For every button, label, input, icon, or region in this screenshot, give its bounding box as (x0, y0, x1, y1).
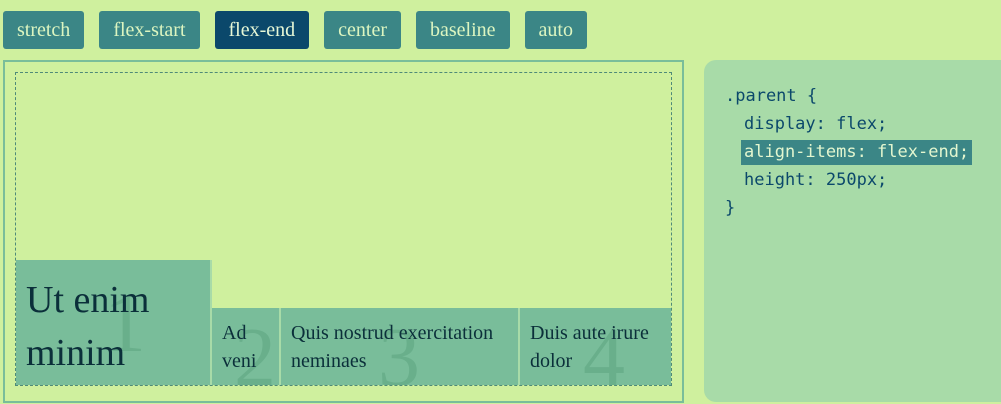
align-items-button-bar: stretch flex-start flex-end center basel… (3, 11, 587, 49)
item-number: 4 (583, 311, 625, 386)
item-number: 1 (104, 277, 146, 370)
baseline-button[interactable]: baseline (416, 11, 510, 49)
demo-container: 1 Ut enim minim 2 Ad veni 3 Quis nostrud… (3, 60, 684, 403)
code-close-brace: } (725, 198, 736, 218)
flex-start-button[interactable]: flex-start (99, 11, 200, 49)
flex-item-1: 1 Ut enim minim (16, 260, 212, 385)
code-align-items-line: align-items: flex-end; (725, 138, 1001, 166)
center-button[interactable]: center (324, 11, 401, 49)
auto-button[interactable]: auto (524, 11, 587, 49)
highlighted-property: align-items: flex-end; (741, 140, 973, 165)
code-selector: .parent { (725, 86, 818, 106)
flex-item-2: 2 Ad veni (212, 308, 281, 385)
item-text: Ad veni (222, 322, 257, 372)
code-display-line: display: flex; (744, 114, 888, 134)
code-height-line: height: 250px; (744, 170, 888, 190)
stretch-button[interactable]: stretch (3, 11, 85, 49)
item-text: Ut enim minim (26, 279, 150, 374)
flex-item-3: 3 Quis nostrud exercitation neminaes (281, 308, 520, 385)
css-code-panel: .parent { display: flex; align-items: fl… (704, 60, 1001, 402)
flex-parent-box: 1 Ut enim minim 2 Ad veni 3 Quis nostrud… (15, 72, 672, 386)
flex-item-4: 4 Duis aute irure dolor (520, 308, 671, 385)
item-text: Quis nostrud exercitation neminaes (291, 322, 494, 372)
flex-end-button[interactable]: flex-end (214, 11, 310, 49)
item-number: 3 (378, 311, 420, 386)
item-number: 2 (234, 311, 276, 386)
item-text: Duis aute irure dolor (530, 322, 649, 372)
